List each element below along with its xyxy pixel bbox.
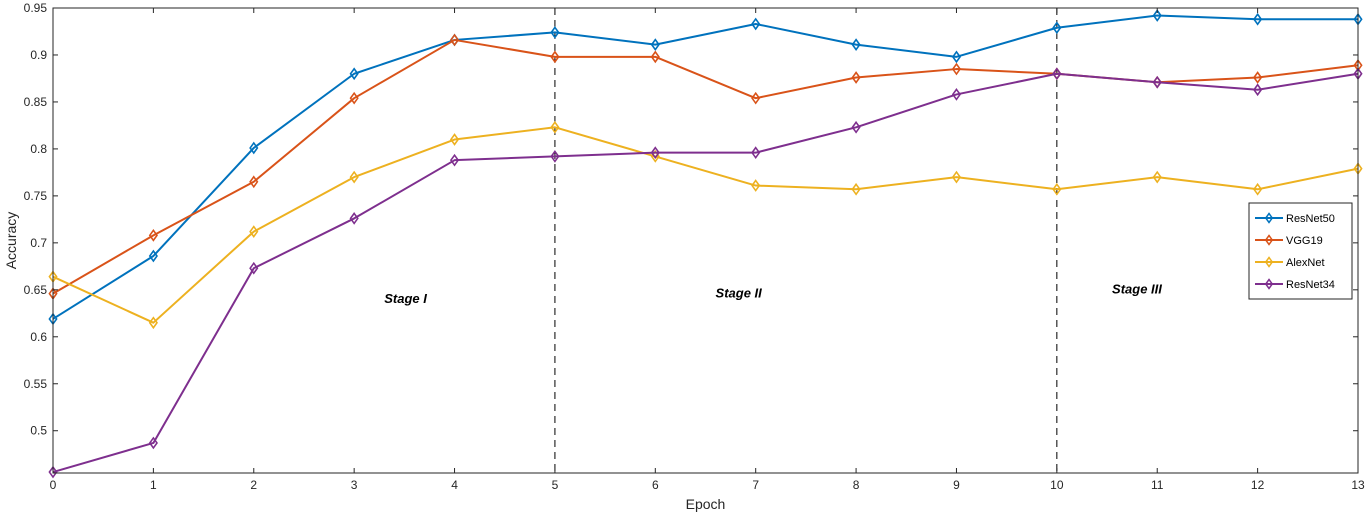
- data-point: [1253, 71, 1263, 84]
- data-point: [650, 38, 660, 52]
- x-tick-label: 7: [752, 478, 759, 492]
- data-point: [449, 153, 460, 167]
- x-tick-label: 11: [1151, 478, 1164, 492]
- data-point: [751, 91, 761, 105]
- x-tick-label: 8: [853, 478, 860, 492]
- y-tick-label: 0.95: [24, 1, 48, 15]
- series-line: [52, 72, 1359, 474]
- series-lines: [48, 9, 1363, 479]
- y-tick-label: 0.5: [30, 424, 47, 438]
- x-tick-label: 10: [1050, 478, 1064, 492]
- x-tick-label: 0: [50, 478, 57, 492]
- stage-label: Stage I: [384, 291, 427, 306]
- y-tick-label: 0.7: [30, 236, 47, 250]
- x-tick-label: 12: [1251, 478, 1265, 492]
- data-point: [249, 141, 259, 155]
- y-tick-label: 0.8: [30, 142, 47, 156]
- data-point: [751, 179, 761, 192]
- data-point: [951, 170, 962, 184]
- data-point: [550, 26, 560, 39]
- stage-label: Stage III: [1112, 282, 1162, 297]
- stage-label: Stage II: [716, 285, 763, 300]
- y-axis-label: Accuracy: [3, 212, 19, 270]
- legend-swatch-marker: [1264, 212, 1274, 224]
- data-point: [1152, 75, 1162, 89]
- data-point: [1253, 182, 1263, 196]
- y-tick-label: 0.65: [24, 283, 48, 297]
- data-point: [1152, 9, 1162, 22]
- data-point: [1152, 170, 1162, 184]
- legend-item: ResNet34: [1255, 278, 1335, 291]
- x-tick-label: 5: [552, 478, 559, 492]
- data-point: [349, 91, 359, 105]
- legend-item: AlexNet: [1255, 256, 1325, 269]
- x-tick-label: 6: [652, 478, 659, 492]
- plot-frame: [52, 7, 1359, 474]
- y-axis: 0.5 0.55 0.6 0.65 0.7 0.75 0.8 0.85 0.9 0.95: [24, 1, 1358, 438]
- data-point: [851, 71, 861, 84]
- data-point: [1052, 67, 1062, 81]
- stage-annotations: Stage I Stage II Stage III: [384, 282, 1162, 306]
- y-tick-label: 0.9: [30, 48, 47, 62]
- data-point: [1052, 21, 1062, 35]
- data-point: [851, 120, 861, 134]
- legend-label: VGG19: [1286, 235, 1323, 247]
- data-point: [449, 33, 460, 47]
- legend-swatch-marker: [1264, 256, 1274, 268]
- data-point: [751, 17, 761, 31]
- data-point: [148, 228, 158, 242]
- series-resnet34: [48, 67, 1363, 479]
- legend-swatch-marker: [1264, 234, 1274, 246]
- y-tick-label: 0.85: [24, 95, 48, 109]
- data-point: [951, 62, 962, 76]
- legend-label: ResNet34: [1286, 279, 1335, 291]
- data-point: [851, 38, 861, 52]
- data-point: [1052, 182, 1062, 196]
- data-point: [851, 182, 861, 196]
- data-point: [148, 316, 158, 330]
- x-tick-label: 2: [250, 478, 257, 492]
- legend-label: ResNet50: [1286, 213, 1335, 225]
- legend: ResNet50 VGG19 AlexNet ResNet34: [1248, 202, 1353, 300]
- x-axis: 0 1 2 3 4 5 6 7 8 9 10 11 12 13: [50, 8, 1365, 492]
- legend-item: ResNet50: [1255, 212, 1335, 225]
- data-point: [550, 150, 560, 163]
- x-tick-label: 4: [451, 478, 458, 492]
- y-tick-label: 0.6: [30, 330, 47, 344]
- data-point: [951, 88, 962, 101]
- x-tick-label: 13: [1351, 478, 1365, 492]
- series-line: [52, 14, 1358, 320]
- data-point: [951, 50, 962, 64]
- data-point: [48, 465, 58, 479]
- data-point: [650, 50, 660, 64]
- legend-swatch-marker: [1264, 278, 1274, 290]
- data-point: [349, 170, 359, 184]
- legend-item: VGG19: [1255, 234, 1323, 247]
- data-point: [1253, 12, 1263, 26]
- data-point: [148, 249, 158, 263]
- data-point: [650, 146, 660, 160]
- stage-dividers: [554, 8, 1058, 473]
- series-line: [52, 126, 1359, 324]
- data-point: [349, 212, 359, 225]
- data-point: [550, 120, 560, 134]
- data-point: [751, 146, 761, 160]
- data-point: [550, 50, 560, 64]
- data-point: [449, 133, 460, 146]
- data-point: [1253, 83, 1263, 97]
- legend-label: AlexNet: [1286, 257, 1325, 269]
- x-tick-label: 3: [351, 478, 358, 492]
- data-point: [349, 67, 359, 81]
- data-point: [148, 436, 158, 450]
- data-point: [249, 225, 259, 238]
- data-point: [249, 175, 259, 189]
- x-tick-label: 9: [953, 478, 960, 492]
- x-axis-label: Epoch: [686, 496, 726, 512]
- x-tick-label: 1: [150, 478, 157, 492]
- data-point: [249, 261, 259, 275]
- y-tick-label: 0.55: [24, 377, 48, 391]
- plot-area: [53, 8, 1358, 473]
- y-tick-label: 0.75: [24, 189, 48, 203]
